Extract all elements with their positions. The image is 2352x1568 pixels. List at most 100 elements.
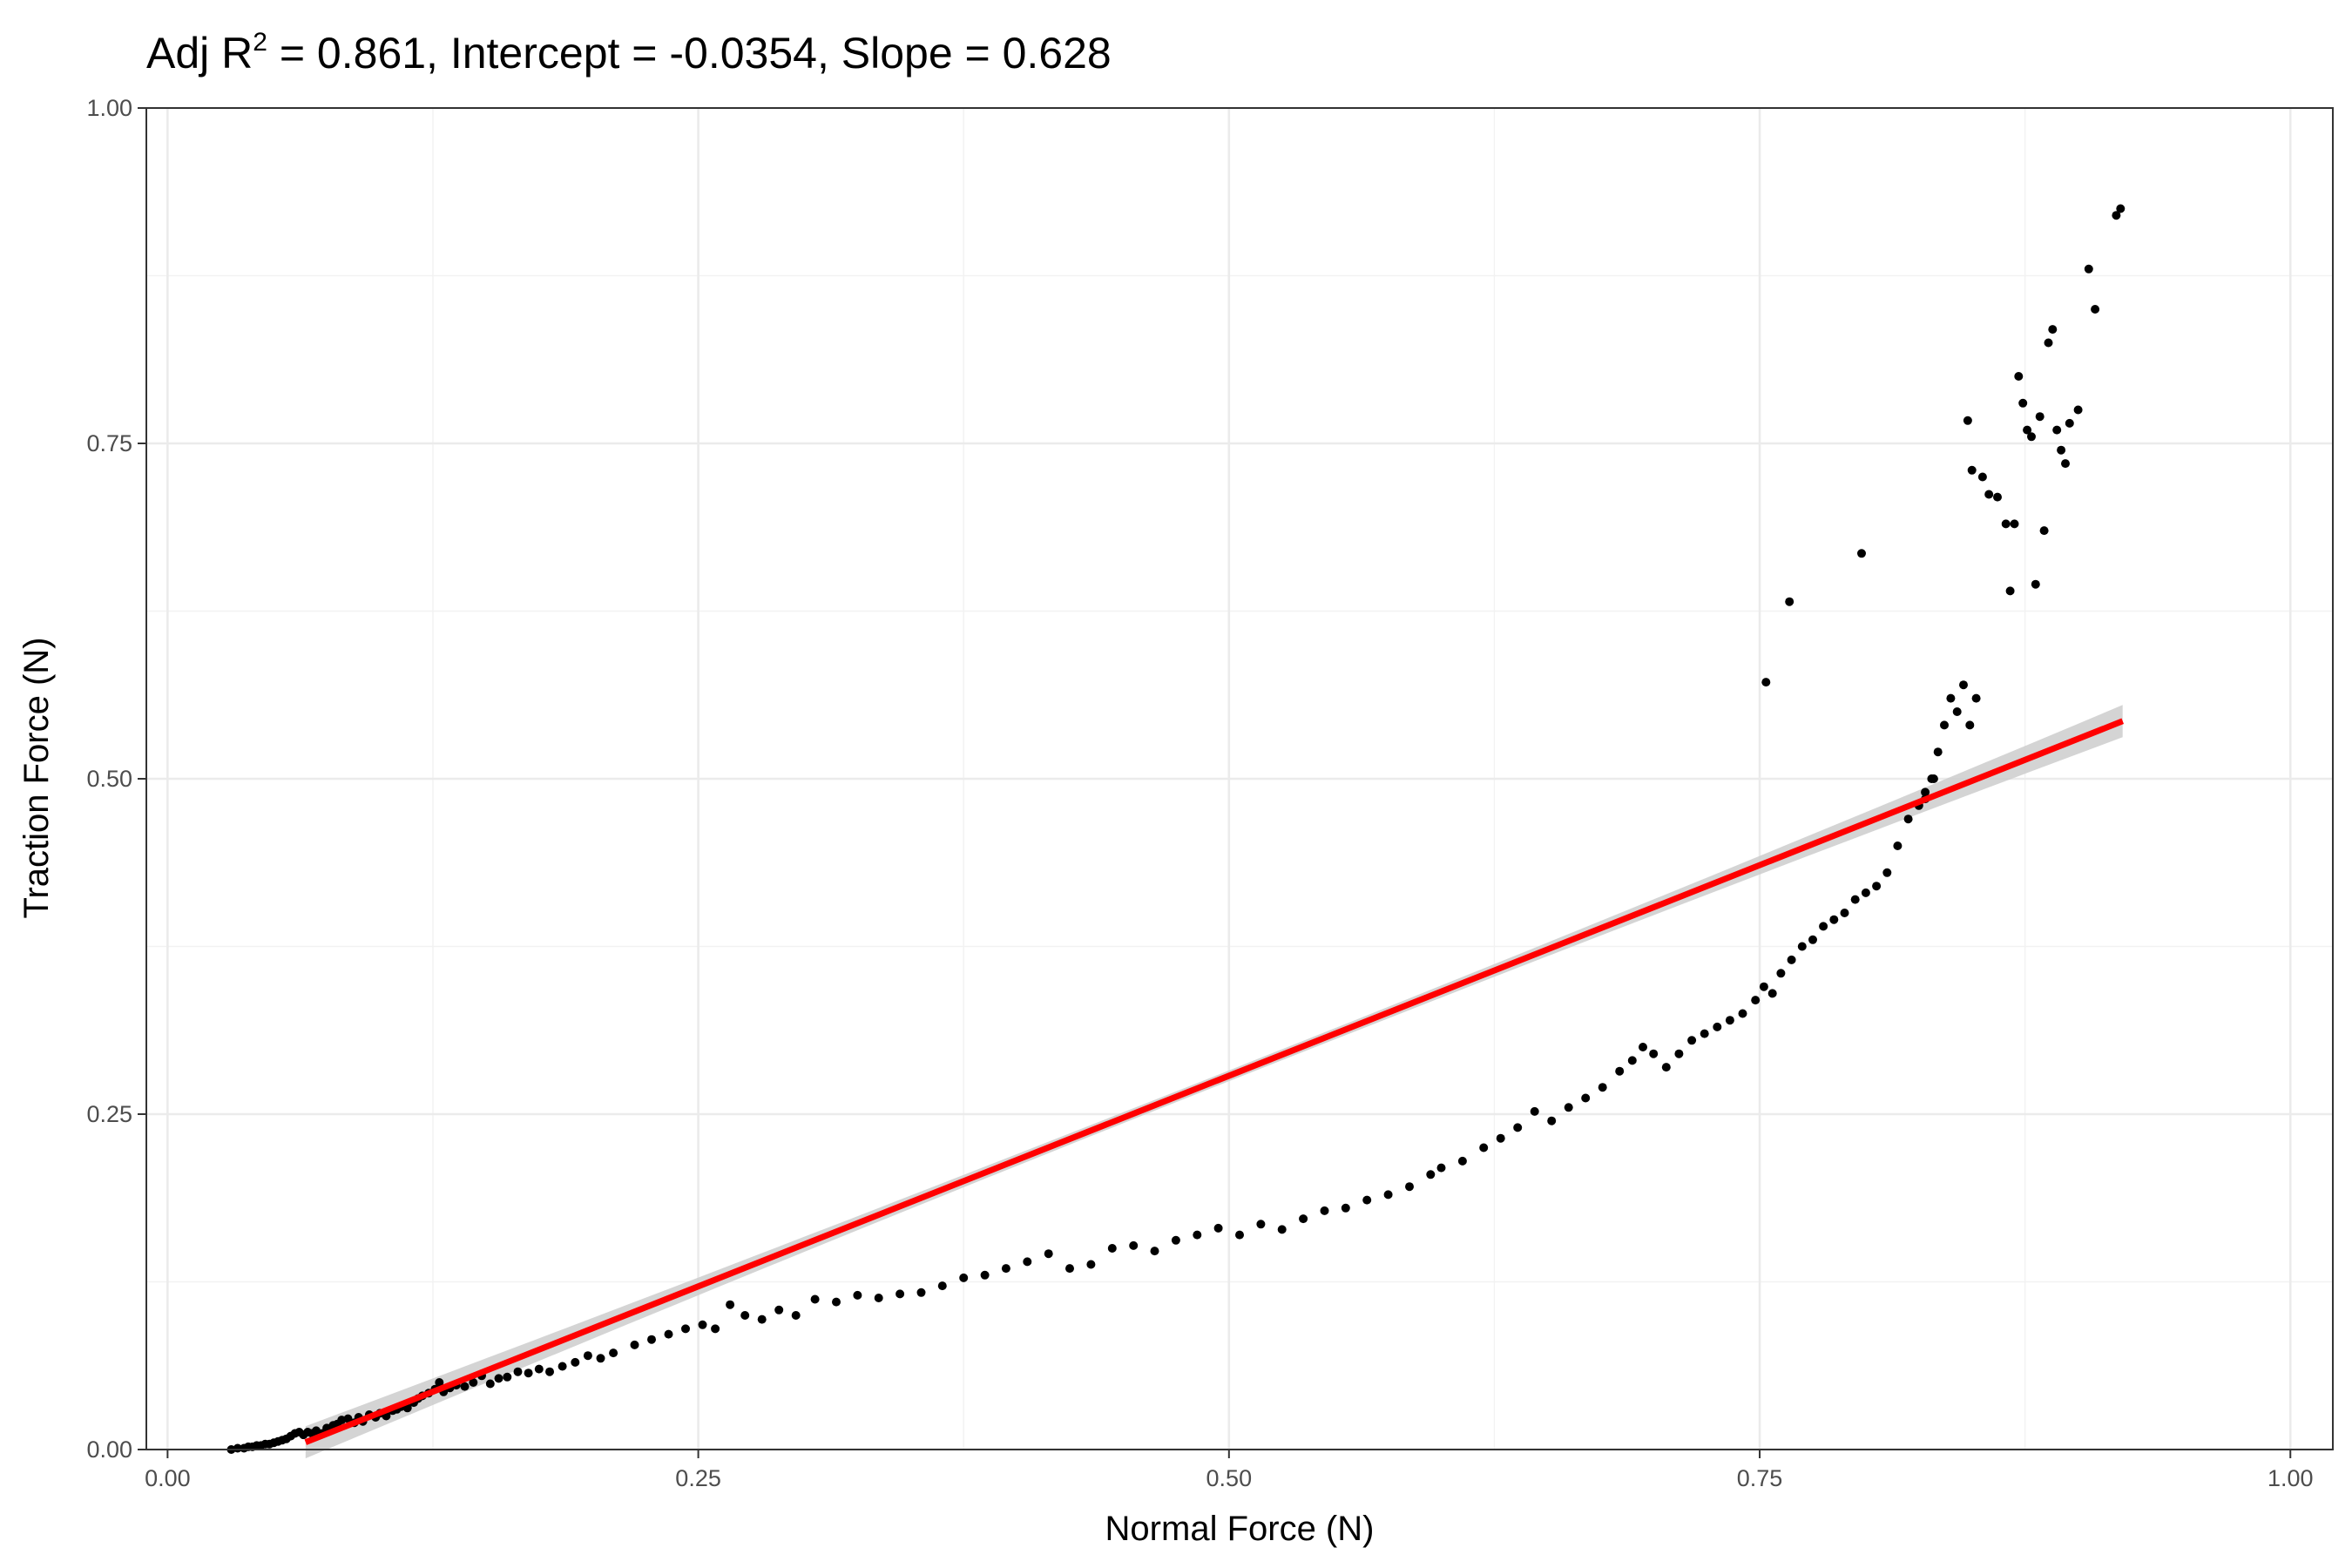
data-point xyxy=(1299,1214,1308,1224)
data-point xyxy=(711,1324,720,1334)
data-point xyxy=(1940,720,1949,730)
data-point xyxy=(1547,1116,1557,1125)
data-point xyxy=(1751,996,1761,1005)
y-tick-label: 0.75 xyxy=(86,430,132,456)
data-point xyxy=(810,1294,820,1304)
data-point xyxy=(2001,519,2011,529)
data-point xyxy=(1738,1009,1747,1018)
data-point xyxy=(2005,586,2015,596)
data-point xyxy=(1661,1063,1671,1072)
data-point xyxy=(1850,895,1860,904)
data-point xyxy=(1383,1190,1393,1200)
data-point xyxy=(2044,338,2053,348)
x-tick-label: 1.00 xyxy=(2268,1465,2314,1491)
data-point xyxy=(832,1297,841,1307)
data-point xyxy=(2116,204,2126,213)
data-point xyxy=(2057,445,2066,455)
data-point xyxy=(664,1329,673,1339)
x-tick-label: 0.50 xyxy=(1206,1465,1253,1491)
data-point xyxy=(469,1378,478,1387)
data-point xyxy=(534,1364,544,1374)
x-tick-label: 0.00 xyxy=(145,1465,191,1491)
data-point xyxy=(757,1315,767,1324)
data-point xyxy=(2014,372,2024,381)
data-point xyxy=(2052,425,2062,435)
data-point xyxy=(2065,418,2074,428)
data-point xyxy=(1235,1230,1244,1240)
data-point xyxy=(1150,1247,1159,1256)
data-point xyxy=(1903,814,1913,824)
chart-title-prefix: Adj R xyxy=(146,29,253,78)
data-point xyxy=(1277,1225,1287,1234)
data-point xyxy=(874,1294,883,1302)
data-point xyxy=(726,1300,735,1309)
data-point xyxy=(1946,693,1956,703)
data-point xyxy=(2112,211,2121,220)
y-tick-label: 0.00 xyxy=(86,1436,132,1463)
data-point xyxy=(1840,909,1849,917)
data-point xyxy=(630,1340,639,1349)
data-point xyxy=(460,1382,470,1391)
data-point xyxy=(1171,1235,1180,1245)
data-point xyxy=(1627,1056,1637,1065)
data-point xyxy=(1759,982,1768,991)
data-point xyxy=(1598,1083,1607,1092)
data-point xyxy=(583,1351,592,1361)
fit-line-layer xyxy=(304,718,2125,1445)
data-point xyxy=(1513,1123,1523,1132)
data-point xyxy=(1861,888,1870,897)
data-point xyxy=(2010,519,2019,529)
data-point xyxy=(896,1289,905,1299)
data-point xyxy=(2073,405,2083,415)
data-point xyxy=(1405,1182,1414,1192)
chart-title-suffix: = 0.861, Intercept = -0.0354, Slope = 0.… xyxy=(267,29,1112,78)
data-point xyxy=(1819,922,1828,931)
data-point xyxy=(1921,787,1930,797)
data-point xyxy=(1984,490,1994,499)
data-point xyxy=(1882,868,1892,877)
data-point xyxy=(2027,432,2036,442)
data-point xyxy=(1564,1103,1573,1112)
data-point xyxy=(853,1290,862,1300)
data-point xyxy=(545,1367,554,1376)
data-point xyxy=(980,1270,990,1280)
scatter-points xyxy=(226,204,2126,1454)
data-point xyxy=(1362,1195,1372,1205)
data-point xyxy=(1963,416,1972,425)
data-point xyxy=(1971,693,1981,703)
data-point xyxy=(2061,459,2070,469)
data-point xyxy=(485,1379,495,1389)
data-point xyxy=(1993,492,2002,502)
chart-title: Adj R2 = 0.861, Intercept = -0.0354, Slo… xyxy=(146,28,1112,78)
data-point xyxy=(1193,1230,1202,1240)
x-axis-title: Normal Force (N) xyxy=(1105,1510,1375,1548)
data-point xyxy=(791,1311,801,1320)
data-point xyxy=(2023,425,2032,435)
data-point xyxy=(1213,1223,1223,1233)
data-point xyxy=(2031,579,2040,589)
data-point xyxy=(2018,398,2028,408)
data-point xyxy=(937,1281,947,1291)
data-point xyxy=(1797,942,1807,951)
data-point xyxy=(1761,678,1771,687)
y-tick-label: 0.50 xyxy=(86,766,132,792)
data-point xyxy=(1320,1206,1329,1215)
data-point xyxy=(1530,1106,1539,1116)
data-point xyxy=(1065,1264,1074,1274)
data-point xyxy=(774,1305,784,1315)
regression-line xyxy=(304,718,2125,1445)
data-point xyxy=(1776,969,1786,978)
data-point xyxy=(1001,1264,1010,1274)
data-point xyxy=(1787,955,1796,964)
data-point xyxy=(2048,325,2058,335)
data-point xyxy=(1479,1143,1489,1152)
data-point xyxy=(1107,1244,1117,1253)
data-point xyxy=(2035,412,2044,422)
data-point xyxy=(1933,747,1943,757)
data-point xyxy=(1829,915,1839,924)
x-tick-label: 0.75 xyxy=(1737,1465,1783,1491)
data-point xyxy=(1426,1170,1436,1179)
data-point xyxy=(494,1374,504,1383)
data-point xyxy=(1713,1022,1722,1031)
